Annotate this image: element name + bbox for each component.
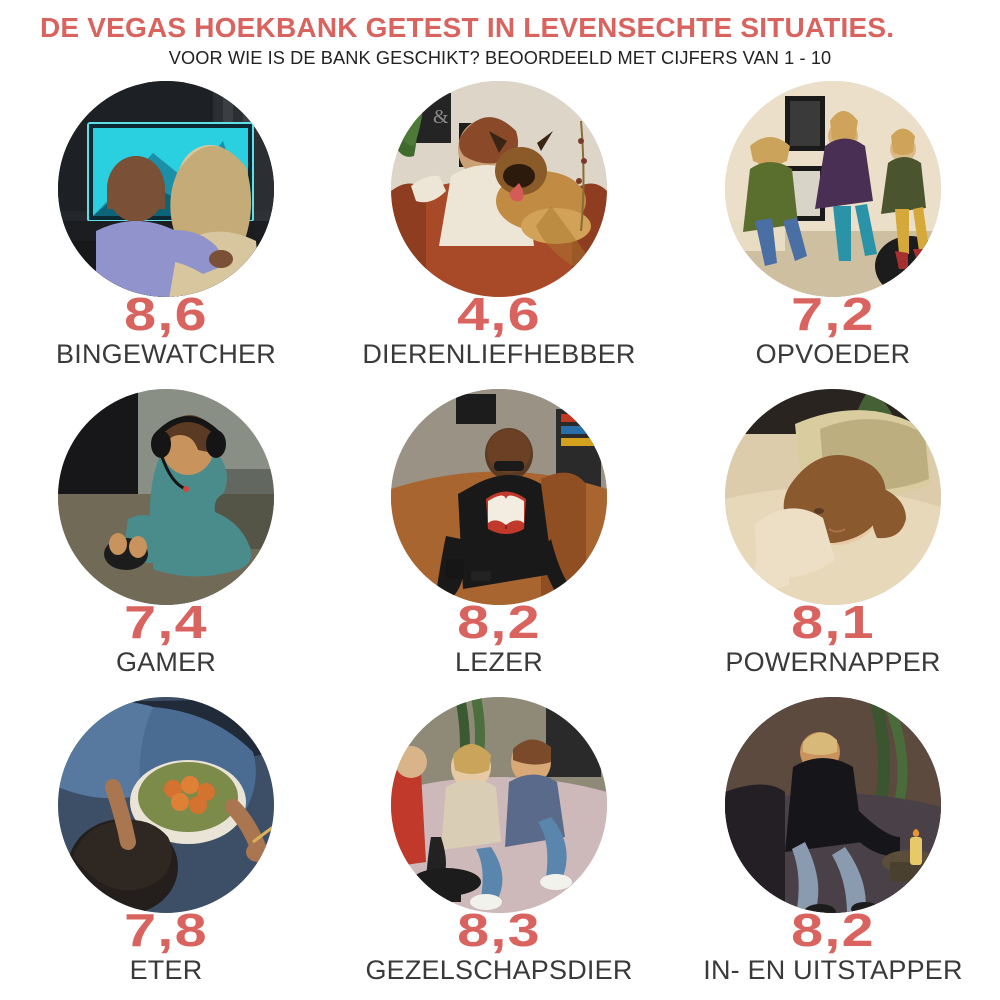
svg-text:&: & xyxy=(433,106,449,128)
